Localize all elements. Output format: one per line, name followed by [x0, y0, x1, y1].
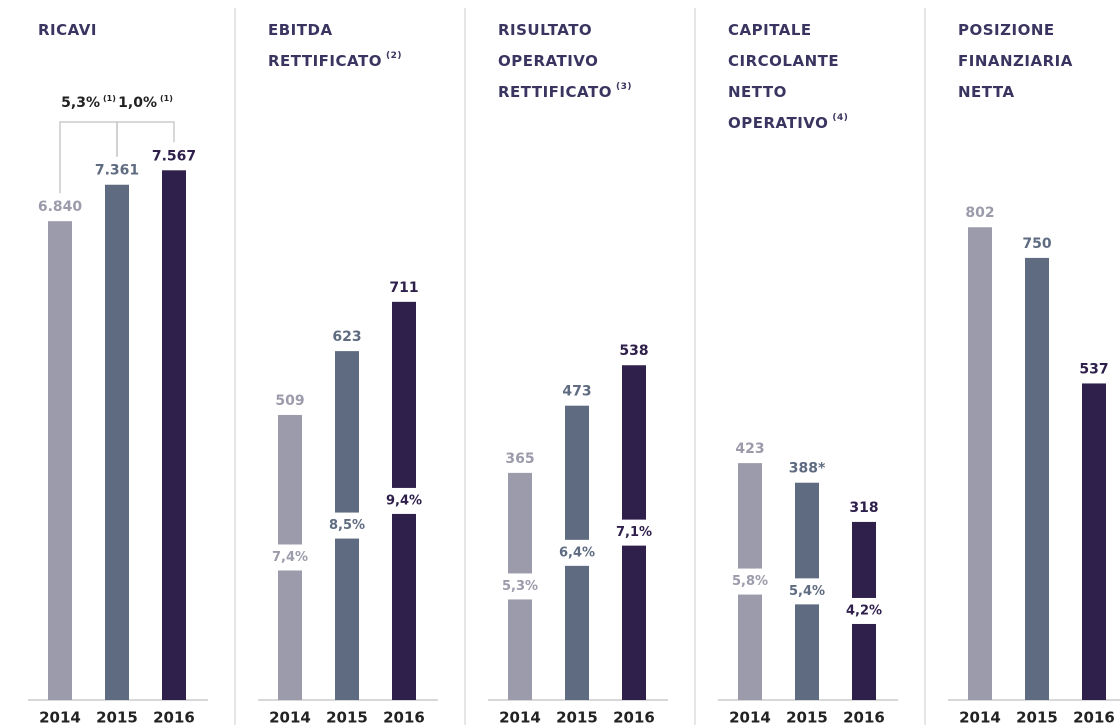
- panel-title: EBITDA: [268, 21, 333, 39]
- title-line: CIRCOLANTE: [728, 52, 839, 70]
- value-label: 318: [849, 500, 878, 516]
- bar: [48, 221, 72, 700]
- panel-title: OPERATIVO (4): [728, 113, 848, 132]
- margin-label: 9,4%: [386, 493, 422, 508]
- x-tick-label: 2016: [1073, 709, 1115, 727]
- growth-label: 5,3% (1): [61, 94, 116, 112]
- title-line: POSIZIONE: [958, 21, 1055, 39]
- margin-label: 4,2%: [846, 603, 882, 618]
- panel-title: RISULTATO: [498, 21, 592, 39]
- x-tick-label: 2016: [843, 709, 885, 727]
- title-line: OPERATIVO: [498, 52, 598, 70]
- value-label: 537: [1079, 361, 1108, 377]
- x-tick-label: 2016: [383, 709, 425, 727]
- value-label: 7.567: [152, 148, 196, 164]
- panel-title: FINANZIARIA: [958, 52, 1073, 70]
- title-line: RICAVI: [38, 21, 97, 39]
- bar: [105, 184, 129, 701]
- growth-bracket: [116, 121, 175, 157]
- panel-title: NETTA: [958, 83, 1015, 101]
- x-tick-label: 2015: [556, 709, 598, 727]
- bar-gap: [276, 544, 304, 571]
- title-note: (3): [616, 82, 632, 92]
- value-label: 802: [965, 205, 994, 221]
- growth-label: 1,0% (1): [118, 94, 173, 112]
- bar-gap: [390, 487, 418, 514]
- bar: [968, 227, 992, 700]
- x-tick-label: 2016: [153, 709, 195, 727]
- x-tick-label: 2015: [786, 709, 828, 727]
- panel-title: NETTO: [728, 83, 787, 101]
- value-label: 711: [389, 280, 418, 296]
- margin-label: 7,1%: [616, 525, 652, 540]
- value-label: 7.361: [95, 163, 139, 179]
- value-label: 473: [562, 384, 591, 400]
- bar-gap: [563, 539, 591, 566]
- value-label: 623: [332, 329, 361, 345]
- bar-gap: [736, 568, 764, 595]
- growth-note: (1): [103, 94, 116, 103]
- panel-title: CIRCOLANTE: [728, 52, 839, 70]
- x-tick-label: 2016: [613, 709, 655, 727]
- title-line: RETTIFICATO: [268, 52, 382, 70]
- bar: [1025, 257, 1049, 700]
- value-label: 423: [735, 441, 764, 457]
- margin-label: 5,3%: [502, 579, 538, 594]
- title-line: RETTIFICATO: [498, 83, 612, 101]
- x-tick-label: 2014: [269, 709, 311, 727]
- margin-label: 8,5%: [329, 518, 365, 533]
- value-label: 538: [619, 343, 648, 359]
- bar: [162, 170, 186, 700]
- bar-gap: [850, 597, 878, 624]
- margin-label: 5,8%: [732, 574, 768, 589]
- margin-label: 6,4%: [559, 545, 595, 560]
- x-tick-label: 2015: [326, 709, 368, 727]
- value-label: 365: [505, 451, 534, 467]
- bar-gap: [793, 578, 821, 605]
- x-tick-label: 2015: [1016, 709, 1058, 727]
- title-line: OPERATIVO: [728, 114, 828, 132]
- x-tick-label: 2015: [96, 709, 138, 727]
- panel-title: OPERATIVO: [498, 52, 598, 70]
- title-line: NETTO: [728, 83, 787, 101]
- x-tick-label: 2014: [959, 709, 1001, 727]
- bar-gap: [620, 519, 648, 546]
- growth-bracket: [59, 121, 118, 194]
- margin-label: 5,4%: [789, 584, 825, 599]
- value-label: 750: [1022, 236, 1051, 252]
- margin-label: 7,4%: [272, 550, 308, 565]
- x-tick-label: 2014: [729, 709, 771, 727]
- growth-note: (1): [160, 94, 173, 103]
- title-line: EBITDA: [268, 21, 333, 39]
- panel-title: RETTIFICATO (3): [498, 82, 632, 101]
- title-line: CAPITALE: [728, 21, 812, 39]
- value-label: 388*: [789, 461, 826, 477]
- title-line: NETTA: [958, 83, 1015, 101]
- panel-title: RICAVI: [38, 21, 97, 39]
- panel-title: RETTIFICATO (2): [268, 51, 402, 70]
- title-line: FINANZIARIA: [958, 52, 1073, 70]
- panel-title: CAPITALE: [728, 21, 812, 39]
- x-tick-label: 2014: [499, 709, 541, 727]
- value-label: 6.840: [38, 199, 83, 215]
- panel-title: POSIZIONE: [958, 21, 1055, 39]
- growth-value: 1,0%: [118, 95, 157, 111]
- title-note: (4): [832, 113, 848, 123]
- value-label: 509: [275, 393, 304, 409]
- x-tick-label: 2014: [39, 709, 81, 727]
- title-note: (2): [386, 51, 402, 61]
- growth-value: 5,3%: [61, 95, 100, 111]
- bar-gap: [506, 573, 534, 600]
- bar-gap: [333, 512, 361, 539]
- bar: [1082, 383, 1106, 700]
- title-line: RISULTATO: [498, 21, 592, 39]
